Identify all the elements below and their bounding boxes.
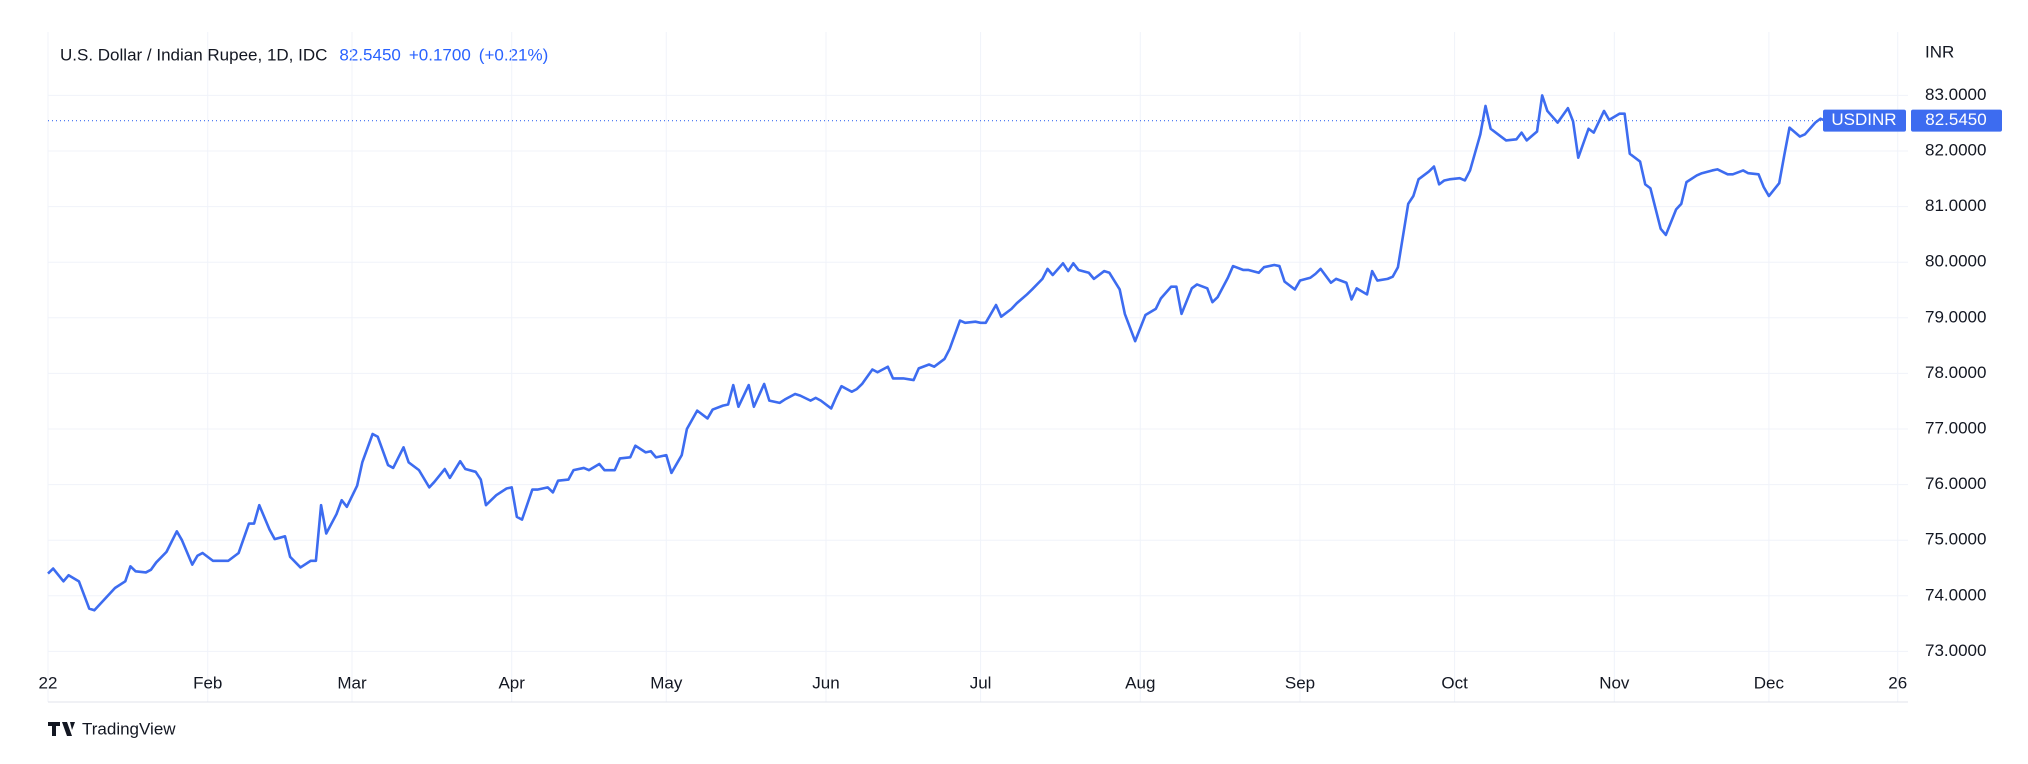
y-tick-label: 78.0000 [1925,363,1986,382]
x-tick-label: Apr [498,673,525,692]
x-tick-label: Jul [970,673,992,692]
y-tick-label: 80.0000 [1925,252,1986,271]
y-tick-label: 77.0000 [1925,418,1986,437]
header-price: 82.5450 [339,45,400,64]
brand-logo [48,722,75,736]
x-tick-label: Nov [1599,673,1630,692]
y-tick-label: 75.0000 [1925,530,1986,549]
x-tick-label: Feb [193,673,222,692]
header: U.S. Dollar / Indian Rupee, 1D, IDC 82.5… [60,45,548,64]
y-tick-label: 73.0000 [1925,641,1986,660]
price-line [47,94,1827,612]
x-tick-label: 22 [39,673,58,692]
y-unit: INR [1925,42,1954,61]
x-tick-label: Sep [1285,673,1315,692]
x-tick-label: Jun [812,673,839,692]
grid [47,32,1908,702]
symbol-tag [1823,109,1906,132]
x-tick-label: Oct [1441,673,1468,692]
symbol-tag-label: USDINR [1831,110,1896,129]
y-tick-label: 81.0000 [1925,196,1986,215]
price-tag [1911,109,2002,132]
x-tick-label: May [650,673,683,692]
brand: TradingView [48,719,176,738]
y-tick-label: 76.0000 [1925,474,1986,493]
header-change-percent: (+0.21%) [479,45,548,64]
y-tick-label: 82.0000 [1925,140,1986,159]
price-tag-label: 82.5450 [1925,110,1986,129]
x-tick-label: Dec [1754,673,1785,692]
y-tick-label: 79.0000 [1925,307,1986,326]
y-tick-label: 74.0000 [1925,585,1986,604]
chart-title: U.S. Dollar / Indian Rupee, 1D, IDC [60,45,327,64]
header-change: +0.1700 [409,45,471,64]
x-tick-label: 26 [1888,673,1907,692]
x-tick-label: Mar [337,673,367,692]
brand-name: TradingView [82,719,176,738]
x-tick-label: Aug [1125,673,1155,692]
plot [47,94,1908,612]
y-tick-label: 83.0000 [1925,85,1986,104]
